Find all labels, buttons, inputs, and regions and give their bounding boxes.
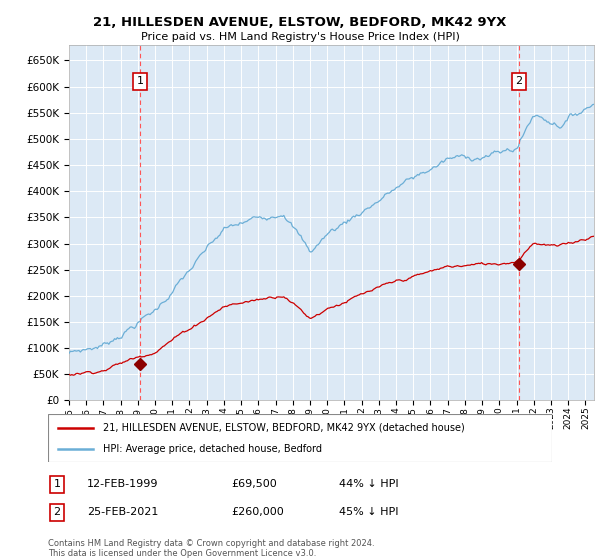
Text: 45% ↓ HPI: 45% ↓ HPI [339, 507, 398, 517]
Text: 21, HILLESDEN AVENUE, ELSTOW, BEDFORD, MK42 9YX (detached house): 21, HILLESDEN AVENUE, ELSTOW, BEDFORD, M… [103, 423, 465, 433]
Text: Price paid vs. HM Land Registry's House Price Index (HPI): Price paid vs. HM Land Registry's House … [140, 32, 460, 43]
Text: 1: 1 [136, 76, 143, 86]
Text: HPI: Average price, detached house, Bedford: HPI: Average price, detached house, Bedf… [103, 444, 322, 454]
Text: Contains HM Land Registry data © Crown copyright and database right 2024.
This d: Contains HM Land Registry data © Crown c… [48, 539, 374, 558]
Text: £260,000: £260,000 [231, 507, 284, 517]
Text: £69,500: £69,500 [231, 479, 277, 489]
Text: 21, HILLESDEN AVENUE, ELSTOW, BEDFORD, MK42 9YX: 21, HILLESDEN AVENUE, ELSTOW, BEDFORD, M… [94, 16, 506, 29]
Text: 44% ↓ HPI: 44% ↓ HPI [339, 479, 398, 489]
Text: 12-FEB-1999: 12-FEB-1999 [87, 479, 158, 489]
Text: 1: 1 [53, 479, 61, 489]
Text: 2: 2 [515, 76, 523, 86]
FancyBboxPatch shape [48, 414, 552, 462]
Text: 2: 2 [53, 507, 61, 517]
Text: 25-FEB-2021: 25-FEB-2021 [87, 507, 158, 517]
